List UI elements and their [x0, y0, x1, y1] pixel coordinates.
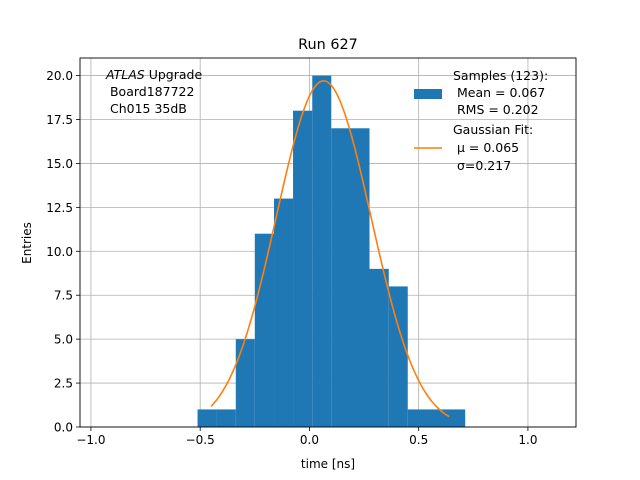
info-upgrade-word: Upgrade: [145, 67, 203, 82]
y-tick-label: 10.0: [46, 245, 73, 259]
y-axis-ticks: 0.0 2.5 5.0 7.5 10.0 12.5 15.0 17.5 20.0: [46, 69, 80, 435]
histogram-bar: [274, 198, 294, 427]
y-tick-label: 7.5: [54, 289, 73, 303]
y-tick-label: 5.0: [54, 333, 73, 347]
legend-samples-line-3: RMS = 0.202: [453, 102, 539, 117]
y-axis-label: Entries: [20, 222, 34, 264]
y-tick-label: 20.0: [46, 69, 73, 83]
histogram-bar: [293, 110, 313, 427]
histogram-bars: [197, 75, 466, 428]
info-line-1: ATLAS Upgrade: [105, 67, 202, 82]
histogram-bar: [331, 128, 351, 428]
y-tick-label: 0.0: [54, 421, 73, 435]
histogram-bar: [197, 409, 217, 427]
legend-histogram-patch: [414, 89, 442, 99]
histogram-bar: [216, 409, 236, 427]
gaussian-fit-line: [210, 80, 450, 418]
info-line-2: Board187722: [106, 84, 194, 99]
histogram-bar: [350, 128, 370, 428]
x-tick-label: 0.5: [409, 433, 428, 447]
legend-fit-line-3: σ=0.217: [453, 158, 511, 173]
y-tick-label: 12.5: [46, 201, 73, 215]
legend-fit-line-2: μ = 0.065: [453, 140, 519, 155]
axes-frame: [79, 57, 577, 428]
y-tick-label: 17.5: [46, 113, 73, 127]
legend: Samples (123): Mean = 0.067 RMS = 0.202 …: [414, 68, 548, 173]
histogram-bar: [388, 286, 408, 427]
x-tick-label: 1.0: [518, 433, 537, 447]
histogram-bar: [369, 268, 389, 427]
x-tick-label: 0.0: [300, 433, 319, 447]
info-text: ATLAS Upgrade Board187722 Ch015 35dB: [105, 67, 202, 116]
histogram-bar: [407, 409, 427, 427]
histogram-bar: [426, 409, 446, 427]
histogram-bar: [235, 339, 255, 427]
legend-samples-line-2: Mean = 0.067: [453, 85, 545, 100]
x-axis-ticks: −1.0 −0.5 0.0 0.5 1.0: [76, 427, 537, 447]
x-tick-label: −0.5: [186, 433, 215, 447]
y-tick-label: 15.0: [46, 157, 73, 171]
x-tick-label: −1.0: [76, 433, 105, 447]
y-tick-label: 2.5: [54, 377, 73, 391]
histogram-bar: [445, 409, 466, 427]
info-atlas-word: ATLAS: [105, 67, 145, 82]
chart-title: Run 627: [298, 37, 358, 53]
histogram-bar: [312, 75, 332, 428]
histogram-bar: [254, 233, 275, 427]
legend-fit-line-1: Gaussian Fit:: [453, 122, 533, 137]
legend-samples-line-1: Samples (123):: [453, 68, 548, 83]
info-line-3: Ch015 35dB: [106, 101, 187, 116]
x-axis-label: time [ns]: [301, 457, 355, 471]
